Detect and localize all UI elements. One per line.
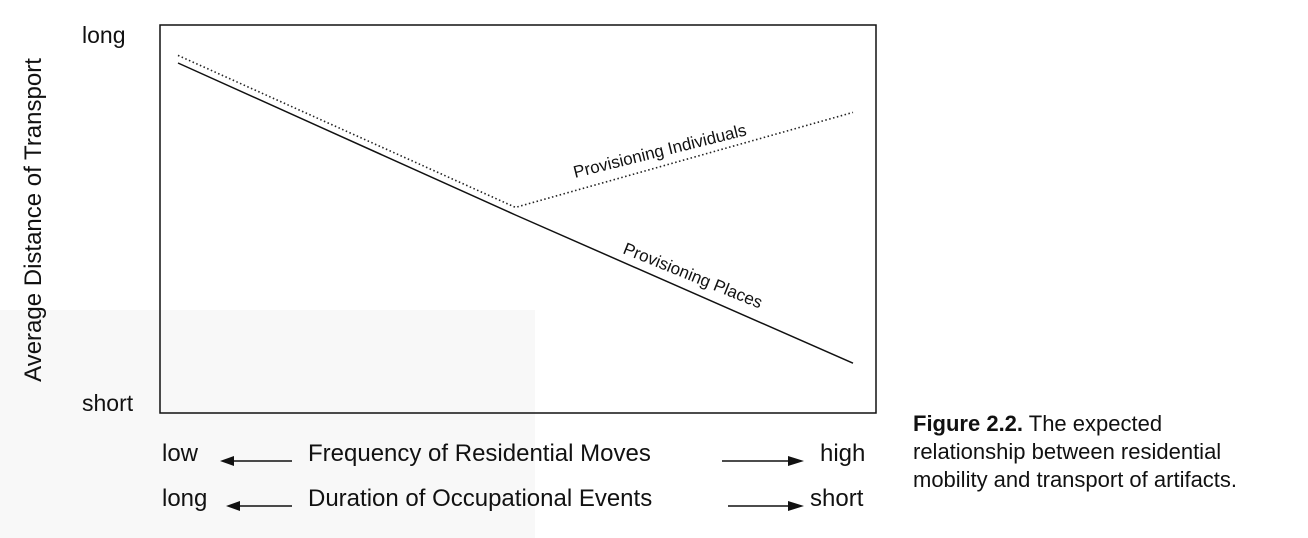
x-axis-frequency-label: Frequency of Residential Moves bbox=[308, 440, 651, 467]
series-label-individuals: Provisioning Individuals bbox=[571, 120, 748, 181]
y-tick-short: short bbox=[82, 390, 134, 416]
left-arrow-icon bbox=[220, 456, 292, 466]
series-line-provisioning-individuals bbox=[177, 54, 854, 209]
x-axis-duration-high: short bbox=[810, 485, 864, 512]
x-axis-duration-low: long bbox=[162, 485, 208, 512]
caption-line-2: relationship between residential bbox=[913, 439, 1222, 464]
left-arrow-icon bbox=[226, 501, 292, 511]
caption-line-1: The expected bbox=[1023, 411, 1163, 436]
x-axis-frequency-low: low bbox=[162, 440, 199, 467]
x-axis-frequency-high: high bbox=[820, 440, 866, 467]
right-arrow-icon bbox=[722, 456, 804, 466]
series-label-places: Provisioning Places bbox=[621, 239, 766, 312]
y-tick-long: long bbox=[82, 22, 126, 48]
x-axis-duration-label: Duration of Occupational Events bbox=[308, 485, 653, 512]
caption-line-3: mobility and transport of artifacts. bbox=[913, 467, 1238, 492]
series-line-provisioning-places bbox=[177, 62, 854, 364]
x-axis-duration: long Duration of Occupational Events sho… bbox=[160, 485, 876, 519]
caption-label: Figure 2.2. bbox=[913, 411, 1024, 436]
plot-frame bbox=[159, 24, 877, 414]
background-shade bbox=[0, 310, 535, 538]
right-arrow-icon bbox=[728, 501, 804, 511]
figure-caption: Figure 2.2. The expected relationship be… bbox=[913, 410, 1303, 494]
x-axis-frequency: low Frequency of Residential Moves high bbox=[160, 440, 876, 474]
